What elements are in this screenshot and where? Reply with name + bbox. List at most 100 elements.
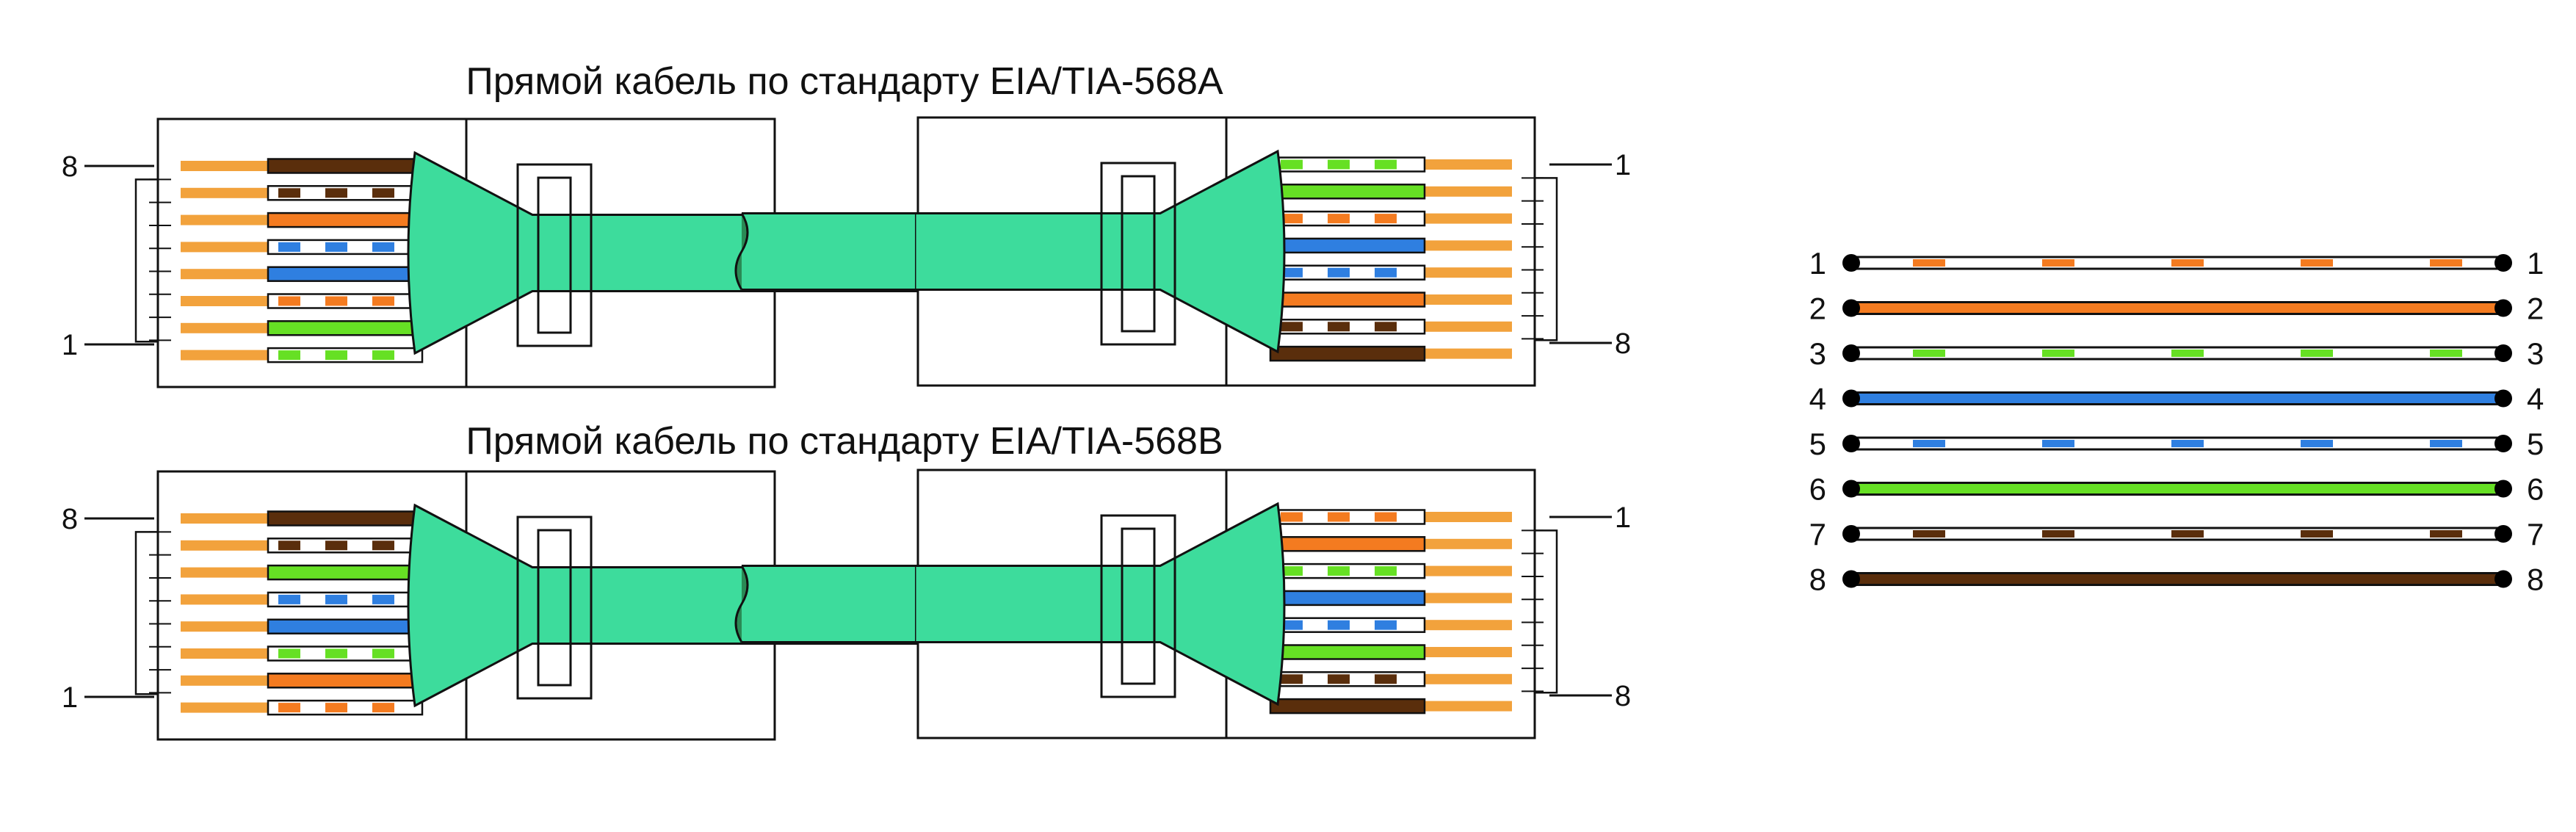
wire-stripe — [1328, 267, 1350, 278]
pin-label-bottom: 1 — [62, 329, 78, 361]
contact-pin-3 — [1424, 211, 1513, 225]
wire-stripe — [1281, 512, 1303, 522]
legend-pin-right: 3 — [2527, 336, 2544, 371]
legend-stripe — [2430, 259, 2462, 267]
pin-label-top: 1 — [1615, 502, 1631, 534]
cable-jacket — [407, 151, 779, 355]
contact-pin-4 — [179, 620, 269, 634]
legend-pin-left: 8 — [1809, 562, 1826, 597]
legend-dot-right — [2494, 525, 2512, 543]
wire-stripe — [1328, 214, 1350, 224]
cable-cut-end — [734, 212, 749, 291]
clip-bracket — [134, 531, 158, 695]
legend-stripe — [2042, 350, 2074, 357]
wire-body — [267, 618, 424, 634]
contact-pin-6 — [1424, 645, 1513, 659]
cable-tube — [742, 213, 915, 290]
wire-body — [267, 266, 424, 282]
wire-stripe — [1328, 322, 1350, 332]
pin-label-bottom: 1 — [62, 681, 78, 714]
wire-stripe — [325, 703, 347, 713]
wire-stripe — [278, 242, 300, 252]
wire-stripe — [372, 703, 394, 713]
contact-pin-4 — [1424, 239, 1513, 253]
wire-stripe — [1281, 620, 1303, 630]
contact-pin-5 — [179, 240, 269, 254]
legend-stripe — [1913, 440, 1945, 447]
wire-body — [267, 320, 424, 336]
pin-label-top: 1 — [1615, 149, 1631, 181]
wire-stripe — [278, 703, 300, 713]
wire-pin-2 — [1269, 184, 1426, 200]
wire-pin-1 — [1269, 509, 1426, 525]
pin-label-bottom: 8 — [1615, 328, 1631, 360]
legend-stripe — [2171, 530, 2204, 538]
contact-pin-3 — [179, 647, 269, 660]
title-568a: Прямой кабель по стандарту EIA/TIA-568A — [466, 60, 1223, 103]
wire-pin-2 — [267, 673, 424, 689]
contact-pin-5 — [1424, 618, 1513, 632]
wire-pin-5 — [1269, 264, 1426, 281]
pin-label-bottom: 8 — [1615, 680, 1631, 712]
wire-stripe — [1375, 620, 1397, 630]
legend-stripe — [2430, 530, 2462, 538]
legend-stripe — [1913, 350, 1945, 357]
legend-dot-left — [1842, 299, 1860, 317]
wire-stripe — [325, 540, 347, 551]
wire-pin-4 — [1269, 590, 1426, 607]
wire-pin-4 — [267, 618, 424, 634]
wire-stripe — [278, 594, 300, 604]
wire-body — [1269, 590, 1426, 607]
legend-stripe — [2430, 350, 2462, 357]
wire-pin-4 — [1269, 237, 1426, 254]
contact-pin-1 — [1424, 510, 1513, 524]
legend-pin-left: 5 — [1809, 427, 1826, 461]
legend-stripe — [2042, 259, 2074, 267]
wire-pin-2 — [267, 320, 424, 336]
wire-stripe — [372, 648, 394, 659]
wire-stripe — [1375, 512, 1397, 522]
wire-pin-1 — [1269, 156, 1426, 173]
wire-stripe — [325, 350, 347, 361]
wire-stripe — [1375, 322, 1397, 332]
wire-pin-5 — [267, 591, 424, 608]
pinout-legend: 1 12 23 34 45 56 67 78 8 — [1809, 246, 2544, 597]
cable-jacket — [913, 502, 1286, 706]
wire-body — [1269, 184, 1426, 200]
wire-body — [267, 211, 424, 228]
wire-body — [267, 564, 424, 581]
wire-stripe — [325, 242, 347, 252]
clip-bracket — [134, 178, 158, 343]
contact-pin-7 — [179, 538, 269, 552]
wire-pin-6 — [1269, 292, 1426, 308]
legend-dot-right — [2494, 344, 2512, 362]
wire-stripe — [1375, 566, 1397, 576]
wire-pin-3 — [267, 645, 424, 662]
contact-pin-6 — [179, 565, 269, 579]
legend-dot-right — [2494, 299, 2512, 317]
wire-pin-8 — [267, 510, 424, 527]
wire-pin-6 — [267, 564, 424, 581]
legend-pin-right: 6 — [2527, 472, 2544, 507]
wire-stripe — [1281, 322, 1303, 332]
wire-stripe — [372, 242, 394, 252]
wire-stripe — [1281, 674, 1303, 684]
wire-stripe — [1375, 159, 1397, 170]
wire-stripe — [1375, 674, 1397, 684]
wire-stripe — [1281, 159, 1303, 170]
wire-pin-6 — [1269, 644, 1426, 660]
legend-wire — [1853, 482, 2502, 496]
wire-stripe — [325, 296, 347, 306]
cable-tube — [742, 565, 915, 643]
right-connector: 18 — [734, 116, 1631, 387]
wire-body — [267, 158, 424, 174]
contact-pin-2 — [179, 673, 269, 687]
latch-outer — [1100, 514, 1176, 698]
contact-pin-8 — [1424, 347, 1513, 361]
